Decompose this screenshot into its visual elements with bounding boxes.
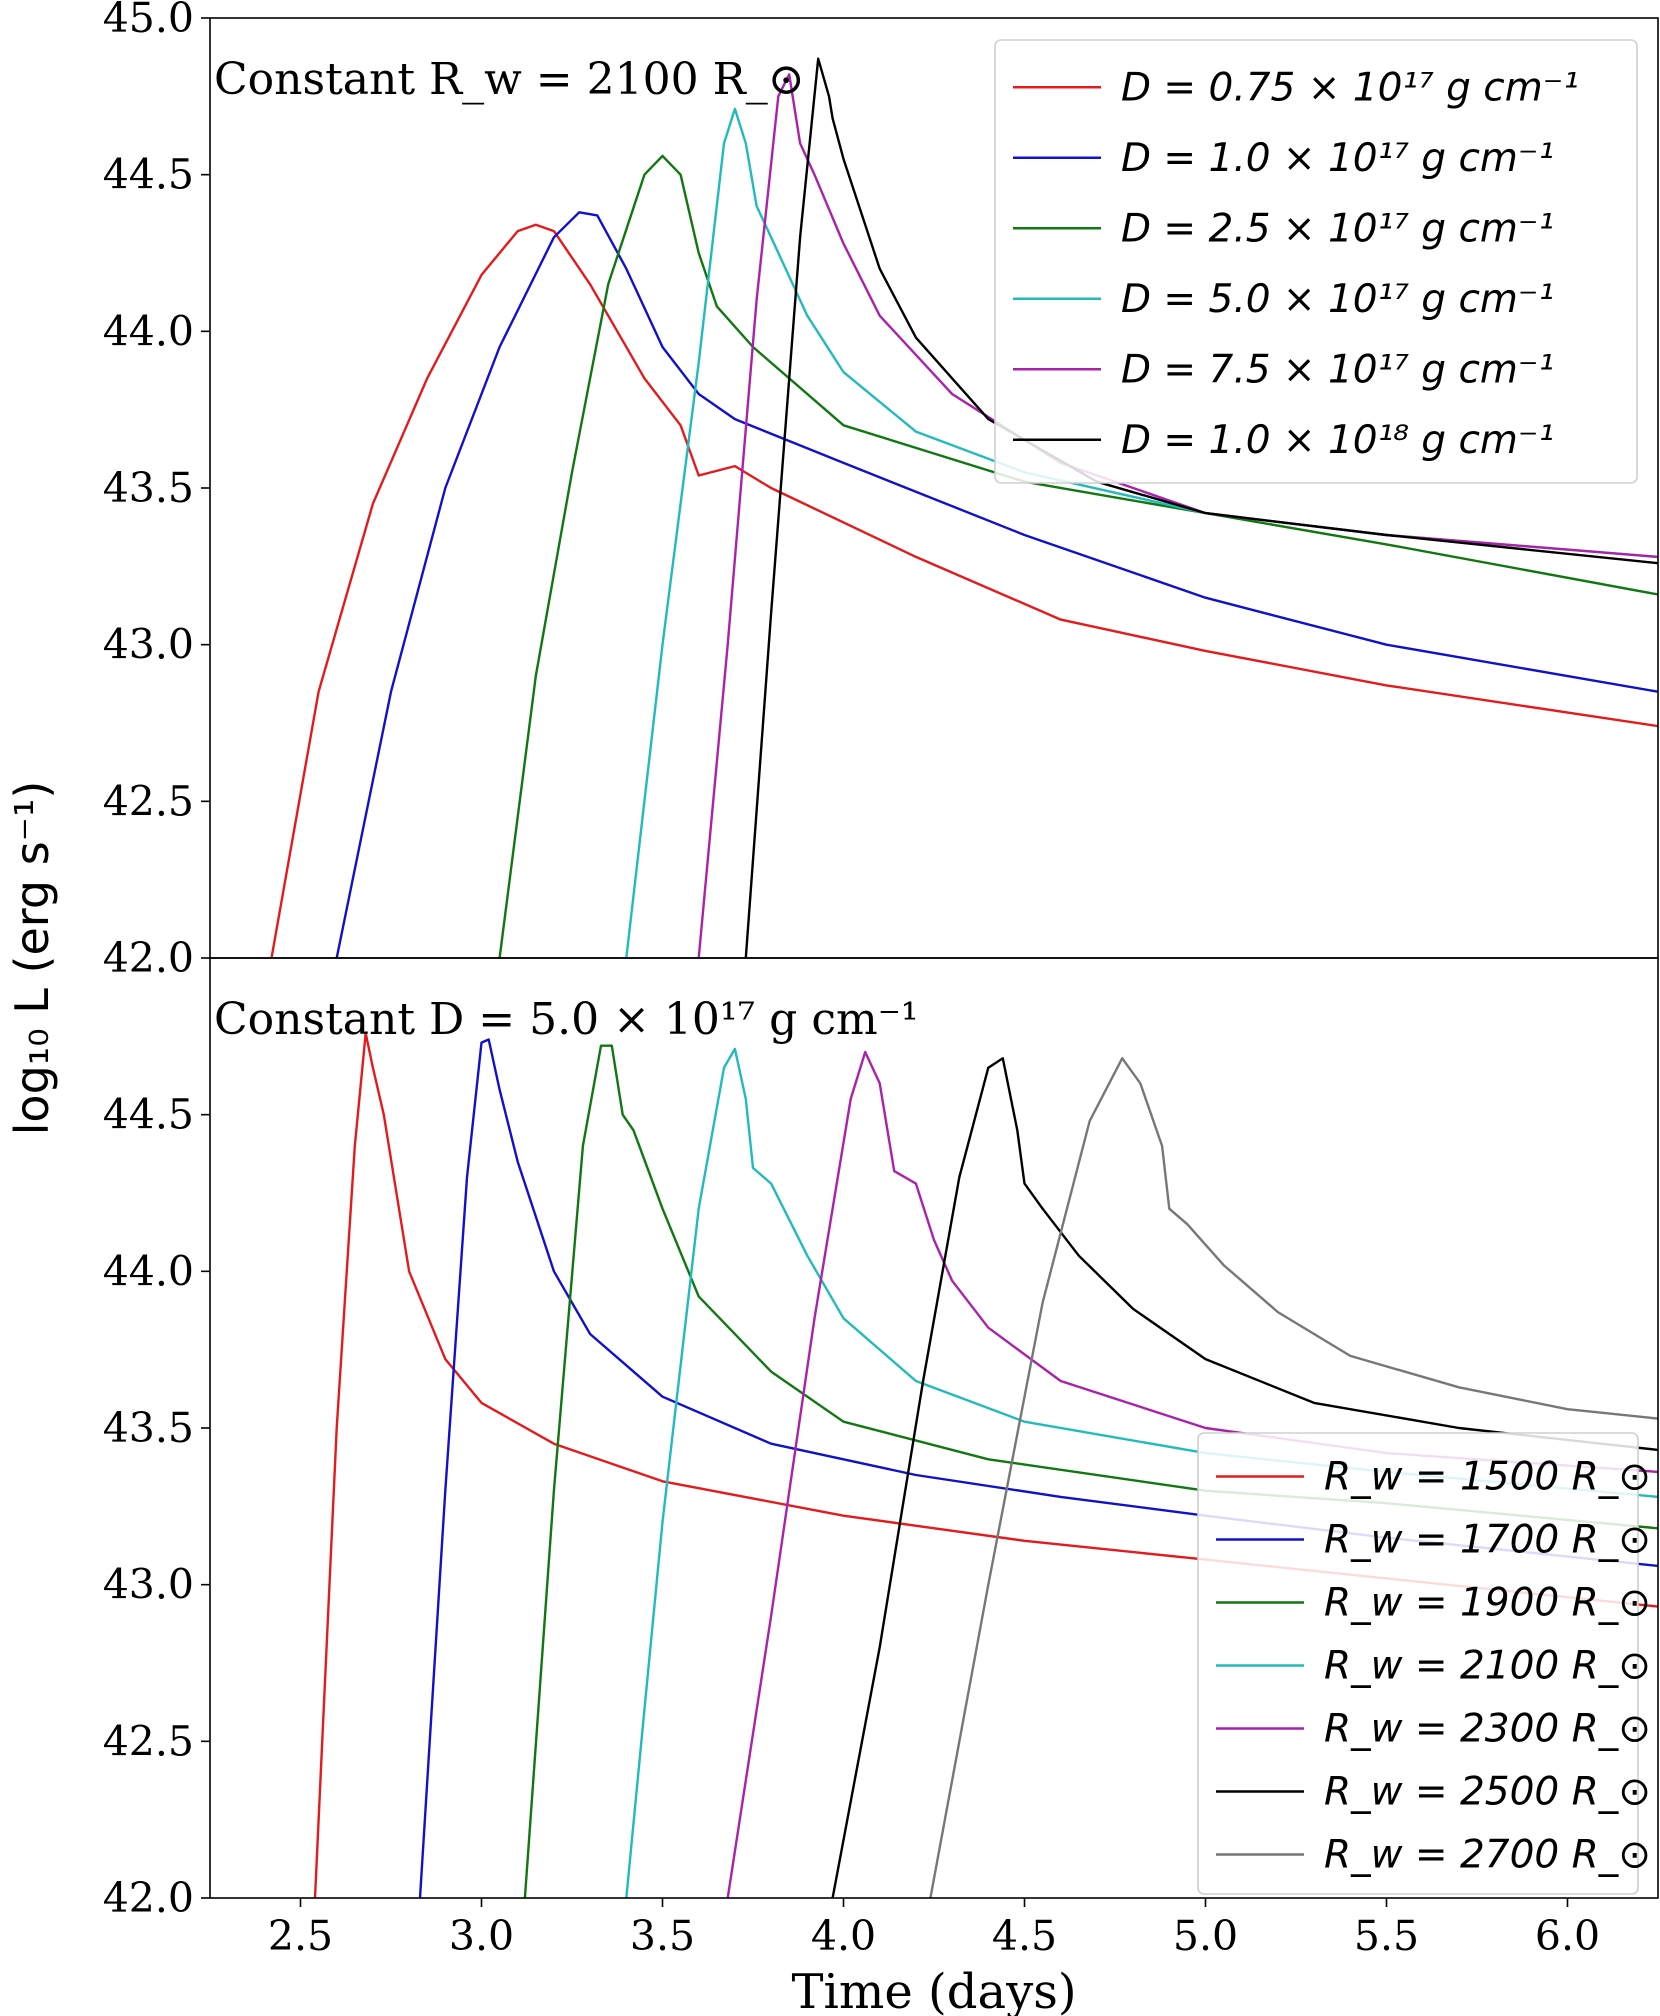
- series-line-5: [831, 1057, 1658, 1898]
- x-tick-label: 4.5: [992, 1912, 1057, 1960]
- top-annotation: Constant R_w = 2100 R_⊙: [214, 54, 805, 105]
- x-axis-label: Time (days): [791, 1964, 1076, 2016]
- legend-entry-label: D = 5.0 × 10¹⁷ g cm⁻¹: [1121, 277, 1554, 322]
- legend-entry-label: R_w = 2500 R_⊙: [1324, 1770, 1651, 1815]
- legend-entry-label: R_w = 1700 R_⊙: [1324, 1518, 1651, 1563]
- x-tick-label: 5.5: [1354, 1912, 1419, 1960]
- y-tick-label: 44.5: [103, 1091, 194, 1139]
- y-tick-label: 42.0: [103, 1874, 194, 1922]
- top-series-group: [270, 57, 1658, 958]
- x-tick-label: 3.0: [449, 1912, 514, 1960]
- x-ticks: 2.5 3.0 3.5 4.0 4.5 5.0 5.5 6.0: [268, 1898, 1600, 1960]
- series-line-2: [498, 154, 1658, 958]
- legend-entry-label: R_w = 2300 R_⊙: [1324, 1707, 1651, 1752]
- legend-entry-label: R_w = 2700 R_⊙: [1324, 1833, 1651, 1878]
- legend-entry-label: D = 2.5 × 10¹⁷ g cm⁻¹: [1121, 206, 1554, 251]
- top-panel: 42.0 42.5 43.0 43.5 44.0 44.5 45.0 Constant R_…: [103, 0, 1659, 982]
- bottom-annotation: Constant D = 5.0 × 10¹⁷ g cm⁻¹: [214, 994, 919, 1045]
- y-axis-label: log₁₀ L (erg s⁻¹): [5, 781, 59, 1136]
- series-line-3: [625, 1047, 1658, 1898]
- y-tick-label: 44.0: [103, 307, 194, 355]
- series-line-6: [929, 1057, 1658, 1898]
- y-tick-label: 43.0: [103, 621, 194, 669]
- series-line-4: [697, 73, 1658, 958]
- series-line-3: [625, 107, 1658, 958]
- legend-entry-label: D = 1.0 × 10¹⁸ g cm⁻¹: [1121, 418, 1554, 463]
- legend-entry-label: R_w = 1500 R_⊙: [1324, 1455, 1651, 1500]
- x-tick-label: 6.0: [1535, 1912, 1600, 1960]
- legend-frame: [994, 39, 1638, 484]
- legend-entry-label: D = 1.0 × 10¹⁷ g cm⁻¹: [1121, 136, 1554, 181]
- series-line-0: [270, 223, 1658, 958]
- series-line-0: [313, 1031, 1658, 1898]
- y-tick-label: 45.0: [103, 0, 194, 42]
- series-line-1: [335, 211, 1658, 958]
- y-tick-label: 44.0: [103, 1247, 194, 1295]
- top-y-ticks: 42.0 42.5 43.0 43.5 44.0 44.5 45.0: [103, 0, 210, 982]
- series-line-1: [418, 1038, 1658, 1898]
- bottom-panel: 42.0 42.5 43.0 43.5 44.0 44.5 2.5 3.0 3.5 4.0 4.5…: [103, 957, 1659, 1960]
- legend-frame: [1197, 1432, 1639, 1895]
- bottom-series-group: [313, 1031, 1658, 1898]
- x-tick-label: 3.5: [630, 1912, 695, 1960]
- x-tick-label: 2.5: [268, 1912, 333, 1960]
- x-tick-label: 4.0: [811, 1912, 876, 1960]
- legend-entry-label: D = 0.75 × 10¹⁷ g cm⁻¹: [1121, 65, 1579, 110]
- x-tick-label: 5.0: [1173, 1912, 1238, 1960]
- legend-entry-label: D = 7.5 × 10¹⁷ g cm⁻¹: [1121, 347, 1554, 392]
- top-legend: D = 0.75 × 10¹⁷ g cm⁻¹ D = 1.0 × 10¹⁷ g c…: [994, 39, 1638, 484]
- legend-entry-label: R_w = 2100 R_⊙: [1324, 1644, 1651, 1689]
- y-tick-label: 43.0: [103, 1561, 194, 1609]
- y-tick-label: 42.5: [103, 1717, 194, 1765]
- bottom-y-ticks: 42.0 42.5 43.0 43.5 44.0 44.5: [103, 1091, 210, 1922]
- y-tick-label: 42.0: [103, 934, 194, 982]
- series-line-5: [744, 57, 1658, 958]
- series-line-2: [523, 1044, 1658, 1898]
- y-tick-label: 44.5: [103, 151, 194, 199]
- series-line-4: [726, 1050, 1658, 1898]
- legend-entry-label: R_w = 1900 R_⊙: [1324, 1581, 1651, 1626]
- y-tick-label: 43.5: [103, 464, 194, 512]
- y-tick-label: 43.5: [103, 1404, 194, 1452]
- y-tick-label: 42.5: [103, 777, 194, 825]
- bottom-legend: R_w = 1500 R_⊙ R_w = 1700 R_⊙ R_w = 1900 R…: [1197, 1432, 1651, 1895]
